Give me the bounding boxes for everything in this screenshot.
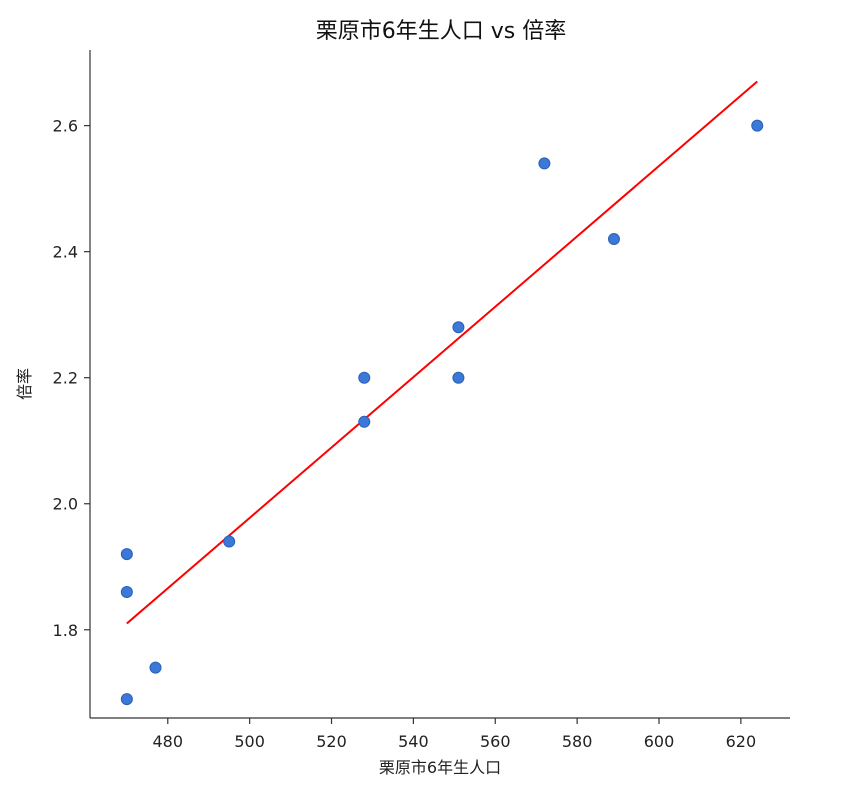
data-point <box>358 371 371 384</box>
x-tick-label: 600 <box>644 732 675 751</box>
data-point <box>120 548 133 561</box>
regression-line <box>126 80 758 625</box>
x-tick-label: 620 <box>726 732 757 751</box>
data-point <box>538 157 551 170</box>
data-point <box>452 321 465 334</box>
y-tick-label: 2.2 <box>53 369 78 388</box>
y-ticks: 1.8 2.0 2.2 2.4 2.6 <box>53 117 90 640</box>
y-axis-label: 倍率 <box>15 368 34 400</box>
y-tick-label: 2.6 <box>53 117 78 136</box>
points-layer <box>120 119 764 706</box>
data-point <box>120 693 133 706</box>
data-point <box>223 535 236 548</box>
x-tick-label: 500 <box>234 732 265 751</box>
y-tick-label: 2.0 <box>53 495 78 514</box>
x-tick-label: 540 <box>398 732 429 751</box>
x-ticks: 480 500 520 540 560 580 600 620 <box>153 718 757 751</box>
x-tick-label: 480 <box>153 732 184 751</box>
x-tick-label: 580 <box>562 732 593 751</box>
x-tick-label: 520 <box>316 732 347 751</box>
y-tick-label: 1.8 <box>53 621 78 640</box>
x-axis-label: 栗原市6年生人口 <box>379 758 501 777</box>
fit-line-layer <box>126 80 758 625</box>
data-point <box>452 371 465 384</box>
y-tick-label: 2.4 <box>53 243 78 262</box>
chart-title: 栗原市6年生人口 vs 倍率 <box>316 19 566 44</box>
data-point <box>120 585 133 598</box>
data-point <box>149 661 162 674</box>
data-point <box>358 415 371 428</box>
x-tick-label: 560 <box>480 732 511 751</box>
axes <box>89 50 790 719</box>
data-point <box>751 119 764 132</box>
data-point <box>607 233 620 246</box>
